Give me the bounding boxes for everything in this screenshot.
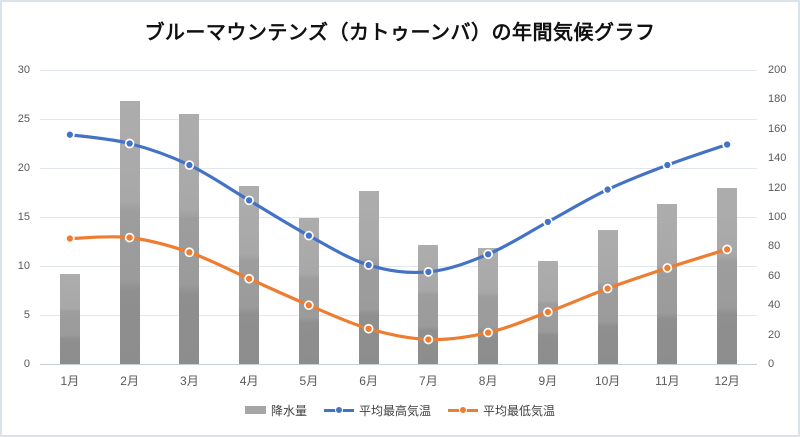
min-temp-line (68, 235, 729, 342)
x-axis-label: 2月 (120, 374, 139, 388)
y-axis-label-right: 80 (768, 240, 781, 253)
gridline (40, 217, 757, 218)
max-temp-point (65, 129, 75, 140)
max-temp-point (543, 217, 553, 227)
max-temp-point (662, 160, 673, 170)
max-temp-point (244, 195, 254, 206)
min-temp-point (543, 307, 553, 317)
legend-item-max-temp: 平均最高気温 (323, 402, 431, 419)
legend-label-max-temp: 平均最高気温 (358, 403, 431, 418)
max-temp-point (602, 184, 613, 195)
min-temp-point (244, 273, 254, 284)
y-axis-label-right: 180 (768, 93, 787, 106)
max-temp-line-swatch (323, 405, 354, 415)
max-temp-point (483, 249, 493, 260)
bar-precipitation (717, 187, 738, 364)
bar-precipitation (418, 244, 439, 364)
bar-precipitation (657, 203, 678, 364)
max-temp-line (68, 133, 729, 275)
x-axis-line (40, 364, 757, 365)
min-temp-dot-glyph (459, 405, 467, 414)
x-axis-label: 7月 (419, 374, 438, 388)
min-temp-point (423, 334, 434, 345)
y-axis-label-right: 0 (768, 358, 775, 370)
bar-precipitation (59, 274, 80, 364)
gridline (40, 119, 757, 120)
legend-item-min-temp: 平均最低気温 (448, 402, 555, 419)
x-axis-label: 10月 (594, 374, 621, 388)
y-axis-label-right: 120 (768, 181, 787, 194)
min-temp-point (483, 327, 493, 338)
max-temp-point (722, 139, 732, 150)
gridline (40, 168, 757, 169)
x-axis-label: 9月 (538, 374, 558, 388)
max-temp-point (423, 267, 434, 277)
min-temp-point (124, 232, 135, 243)
bar-precipitation (358, 190, 379, 364)
min-temp-point (602, 283, 613, 294)
min-temp-point (722, 244, 732, 255)
chart-title: ブルーマウンテンズ（カトゥーンバ）の年間気候グラフ (144, 22, 656, 44)
y-axis-label-right: 140 (768, 152, 787, 165)
gridline (40, 266, 757, 267)
y-axis-label-left: 25 (17, 113, 30, 125)
x-axis-label: 11月 (655, 374, 680, 388)
legend: 降水量 平均最高気温 平均最低気温 (2, 402, 798, 418)
max-temp-point (184, 160, 195, 170)
precipitation-bar-swatch (244, 406, 266, 414)
legend-item-precipitation: 降水量 (244, 402, 307, 419)
y-axis-label-right: 160 (768, 122, 787, 135)
max-temp-point (363, 260, 374, 270)
y-axis-label-left: 30 (17, 64, 30, 76)
x-axis-label: 3月 (180, 374, 199, 388)
gridline (40, 70, 757, 71)
x-axis-label: 6月 (359, 374, 378, 388)
min-temp-point (662, 263, 673, 273)
gridline (40, 315, 757, 316)
y-axis-label-left: 5 (23, 309, 30, 321)
x-axis-label: 1月 (60, 374, 80, 388)
y-axis-label-right: 60 (768, 269, 781, 282)
y-axis-label-left: 15 (17, 211, 30, 223)
x-axis-label: 4月 (239, 374, 259, 388)
min-temp-line-swatch (448, 405, 478, 415)
y-axis-label-right: 200 (768, 64, 787, 76)
max-temp-point (304, 230, 314, 241)
bar-precipitation (298, 218, 319, 364)
y-axis-label-left: 0 (23, 358, 30, 370)
y-axis-label-right: 20 (768, 328, 781, 341)
y-axis-label-left: 10 (17, 260, 30, 272)
bar-precipitation (119, 100, 140, 364)
min-temp-point (65, 233, 75, 244)
min-temp-point (304, 300, 314, 311)
y-axis-label-right: 40 (768, 299, 781, 312)
y-axis-label-right: 100 (768, 211, 787, 223)
legend-label-precipitation: 降水量 (270, 403, 307, 418)
max-temp-dot-glyph (334, 405, 343, 414)
legend-label-min-temp: 平均最低気温 (483, 403, 556, 418)
bar-precipitation (179, 114, 200, 364)
bar-precipitation (597, 230, 618, 364)
x-axis-label: 5月 (299, 374, 319, 388)
x-axis-label: 12月 (714, 374, 740, 388)
y-axis-label-left: 20 (17, 162, 30, 174)
min-temp-point (184, 247, 195, 258)
max-temp-point (124, 138, 135, 149)
min-temp-point (363, 323, 374, 334)
x-axis-label: 8月 (478, 374, 498, 388)
